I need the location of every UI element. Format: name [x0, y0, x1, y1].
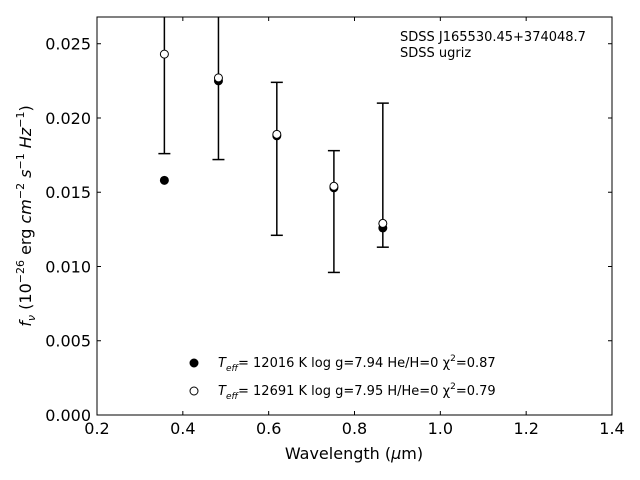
legend-entry-2: Teff= 12691 K log g=7.95 H/He=0 χ2=0.79	[218, 382, 496, 402]
legend-entry-1: Teff= 12016 K log g=7.94 He/H=0 χ2=0.87	[218, 354, 496, 374]
y-tick-label: 0.025	[45, 35, 91, 54]
y-axis-label: fν (10−26 erg cm−2 s−1 Hz−1)	[14, 105, 38, 326]
chart-annotation: SDSS J165530.45+374048.7 SDSS ugriz	[400, 30, 590, 61]
legend: Teff= 12016 K log g=7.94 He/H=0 χ2=0.87 …	[189, 354, 496, 402]
model-point-filled	[159, 175, 169, 185]
model-point-open	[378, 218, 388, 228]
legend-marker-open	[189, 386, 199, 396]
svg-text:fν (10−26 erg cm−2 s−1 Hz−1): fν (10−26 erg cm−2 s−1 Hz−1)	[14, 105, 38, 326]
x-axis: 0.2 0.4 0.6 0.8 1.0 1.2 1.4	[84, 17, 625, 438]
y-tick-label: 0.005	[45, 332, 91, 351]
y-tick-label: 0.000	[45, 406, 91, 425]
model-point-open	[329, 181, 339, 191]
x-tick-label: 0.8	[342, 419, 367, 438]
y-axis: 0.000 0.005 0.010 0.015 0.020 0.025	[45, 35, 612, 425]
x-axis-label: Wavelength (μm)	[285, 444, 423, 463]
x-tick-label: 0.4	[170, 419, 195, 438]
annotation-line: SDSS ugriz	[400, 46, 471, 61]
legend-marker-filled	[189, 358, 199, 368]
annotation-line: SDSS J165530.45+374048.7	[400, 30, 586, 45]
plot-area	[158, 17, 389, 274]
y-tick-label: 0.010	[45, 257, 91, 276]
y-tick-label: 0.020	[45, 109, 91, 128]
y-tick-label: 0.015	[45, 183, 91, 202]
x-tick-label: 1.0	[428, 419, 453, 438]
x-tick-label: 1.2	[513, 419, 538, 438]
x-tick-label: 0.6	[256, 419, 281, 438]
model-point-open	[213, 73, 223, 83]
x-tick-label: 0.2	[84, 419, 109, 438]
x-tick-label: 1.4	[599, 419, 624, 438]
model-point-open	[159, 49, 169, 59]
model-point-open	[272, 129, 282, 139]
